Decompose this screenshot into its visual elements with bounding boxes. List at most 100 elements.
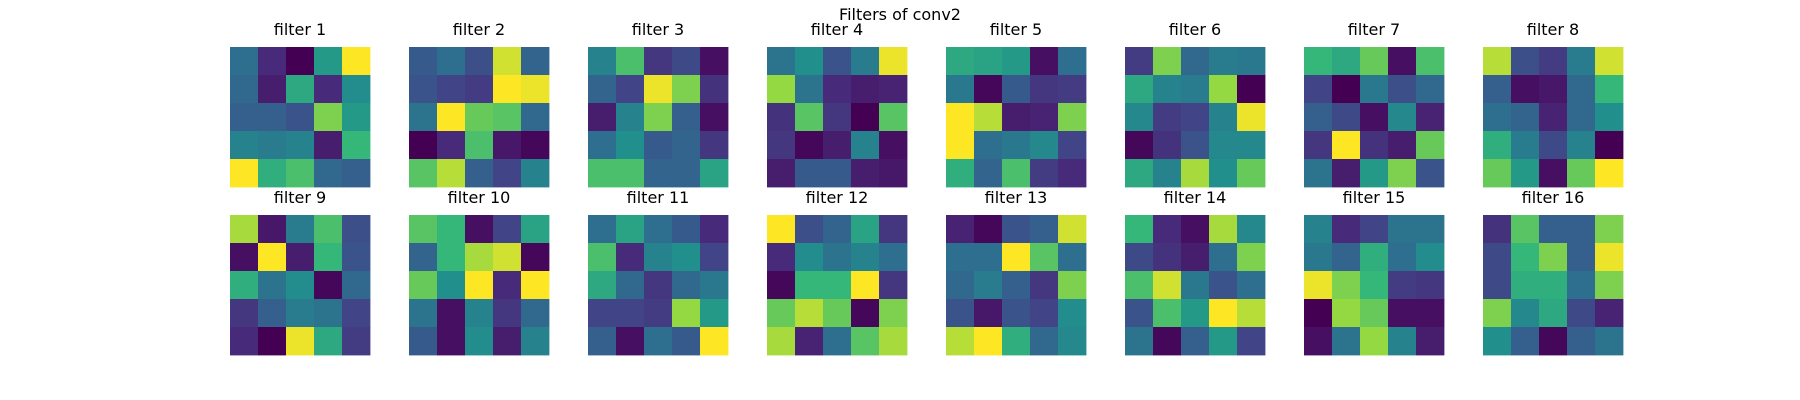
heatmap-cell [314,159,343,188]
heatmap-cell [286,243,315,272]
heatmap-cell [616,243,645,272]
heatmap-cell [588,271,617,300]
heatmap-cell [1209,243,1238,272]
heatmap-cell [286,159,315,188]
heatmap-cell [879,327,908,356]
filter-title: filter 4 [811,20,863,39]
heatmap-cell [1539,47,1568,76]
heatmap-cell [230,243,259,272]
heatmap-cell [1058,103,1087,132]
heatmap-cell [409,327,438,356]
heatmap-cell [1511,327,1540,356]
heatmap-cell [767,131,796,160]
heatmap-cell [1237,131,1266,160]
filter-title: filter 1 [274,20,326,39]
heatmap-cell [700,243,729,272]
heatmap-cell [314,271,343,300]
filter-title: filter 2 [453,20,505,39]
heatmap-cell [672,47,701,76]
heatmap-cell [851,103,880,132]
filter-title: filter 5 [990,20,1042,39]
heatmap-cell [1539,131,1568,160]
heatmap-cell [1483,75,1512,104]
heatmap-cell [1304,215,1333,244]
heatmap-cell [342,271,371,300]
filter-panel: filter 5 [946,20,1087,188]
heatmap-cell [1360,131,1389,160]
heatmap-cell [795,299,824,328]
heatmap-cell [616,131,645,160]
heatmap-cell [1153,243,1182,272]
heatmap-cell [1332,75,1361,104]
heatmap-cell [1388,299,1417,328]
heatmap-cell [1567,75,1596,104]
filter-panel: filter 9 [230,188,371,356]
heatmap-cell [1209,47,1238,76]
heatmap-cell [409,271,438,300]
heatmap-cell [1125,47,1154,76]
heatmap-cell [1595,327,1624,356]
heatmap-cell [465,47,494,76]
filter-panel: filter 3 [588,20,729,188]
heatmap-cell [1237,47,1266,76]
heatmap-cell [588,103,617,132]
heatmap-cell [1058,243,1087,272]
heatmap-cell [767,47,796,76]
heatmap-cell [823,243,852,272]
heatmap-cell [1416,327,1445,356]
heatmap-cell [823,327,852,356]
heatmap-cell [700,271,729,300]
heatmap-cell [672,159,701,188]
heatmap-cell [230,215,259,244]
filter-panels: filter 1 filter 2 filter 3 filter 4 filter 5… [230,20,1624,356]
heatmap-cell [767,299,796,328]
heatmap-cell [700,103,729,132]
heatmap-cell [342,75,371,104]
heatmap-cell [974,75,1003,104]
heatmap-cell [465,215,494,244]
heatmap-cell [1002,243,1031,272]
heatmap-cell [521,103,550,132]
filter-panel: filter 16 [1483,188,1624,356]
heatmap-cell [493,47,522,76]
heatmap-cell [1125,159,1154,188]
heatmap-cell [493,131,522,160]
heatmap-cell [230,271,259,300]
heatmap-cell [437,243,466,272]
heatmap-cell [1237,215,1266,244]
heatmap-cell [588,75,617,104]
heatmap-cell [644,131,673,160]
heatmap-cell [974,243,1003,272]
heatmap-cell [1360,243,1389,272]
heatmap-cell [851,47,880,76]
heatmap-cell [767,75,796,104]
heatmap-cell [1539,271,1568,300]
heatmap-cell [230,131,259,160]
heatmap-cell [1058,299,1087,328]
heatmap-cell [1567,103,1596,132]
heatmap-cell [1181,159,1210,188]
heatmap-cell [1483,103,1512,132]
heatmap-cell [1125,243,1154,272]
heatmap-cell [1360,47,1389,76]
heatmap-cell [1388,327,1417,356]
heatmap-cell [588,299,617,328]
heatmap-cell [795,103,824,132]
heatmap-cell [767,215,796,244]
heatmap-cell [437,327,466,356]
heatmap-cell [1181,271,1210,300]
heatmap-cell [974,131,1003,160]
heatmap-cell [1539,103,1568,132]
heatmap-cell [1181,131,1210,160]
heatmap-cell [1030,299,1059,328]
heatmap-cell [616,215,645,244]
heatmap-cell [409,243,438,272]
heatmap-cell [879,299,908,328]
heatmap-cell [1304,271,1333,300]
heatmap-cell [1058,75,1087,104]
heatmap-cell [1237,103,1266,132]
heatmap-cell [1539,299,1568,328]
heatmap-cell [342,327,371,356]
filter-panel: filter 11 [588,188,729,356]
heatmap-cell [437,159,466,188]
